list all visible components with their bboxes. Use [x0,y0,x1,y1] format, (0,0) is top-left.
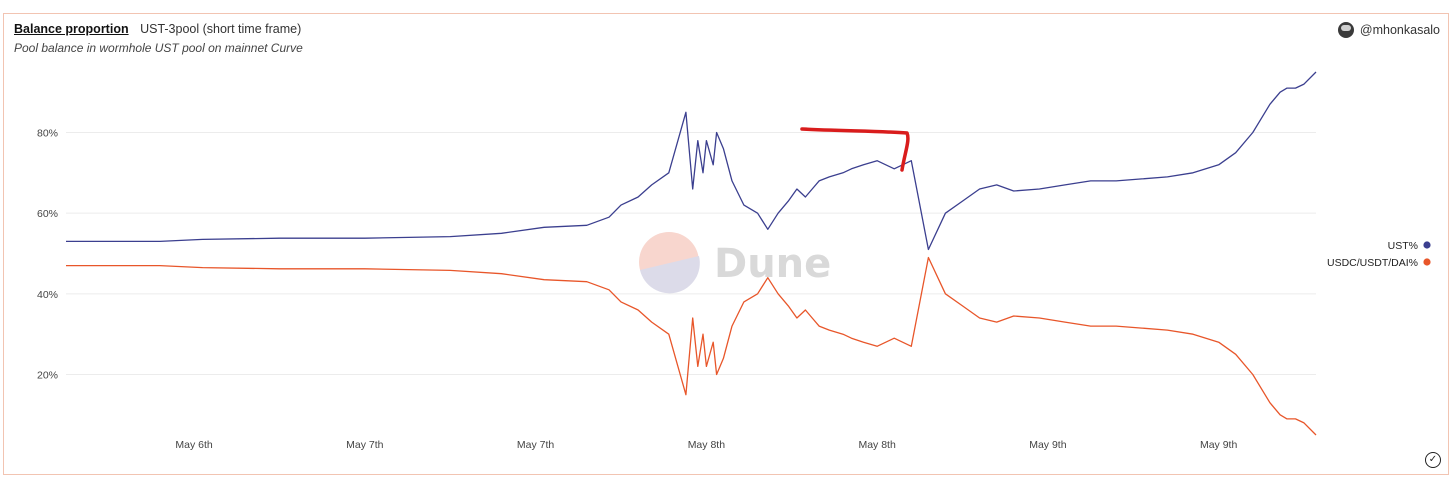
chart-description: Pool balance in wormhole UST pool on mai… [14,41,303,55]
y-tick-label: 60% [37,208,58,220]
legend: UST% USDC/USDT/DAI% [1327,240,1431,269]
x-tick-label: May 9th [1029,439,1067,451]
x-tick-label: May 8th [858,439,896,451]
y-tick-label: 20% [37,370,58,382]
series-line-1 [66,256,1317,436]
legend-label: USDC/USDT/DAI% [1327,257,1418,269]
y-tick-label: 40% [37,289,58,301]
chart-card: Balance proportion UST-3pool (short time… [3,13,1449,475]
x-tick-label: May 9th [1200,439,1238,451]
series-line-0 [66,71,1317,251]
checkmark-circle-icon[interactable]: ✓ [1425,452,1441,468]
x-axis-ticks: May 6th May 7th May 7th May 8th May 8th May 9… [175,439,1237,451]
grid-lines [66,132,1316,375]
x-tick-label: May 6th [175,439,213,451]
series-lines [66,71,1317,436]
dune-logo-shade-icon [640,256,700,294]
author-badge[interactable]: @mhonkasalo [1337,22,1440,38]
title-row: Balance proportion UST-3pool (short time… [14,22,301,36]
chart-subtitle: UST-3pool (short time frame) [140,22,302,36]
y-axis-ticks: 80% 60% 40% 20% [37,128,58,382]
watermark-text: Dune [714,241,831,287]
x-tick-label: May 8th [688,439,726,451]
x-tick-label: May 7th [346,439,384,451]
avatar [1337,22,1354,38]
hand-annotation [800,127,910,172]
legend-dot-icon [1423,258,1431,266]
y-tick-label: 80% [37,128,58,140]
legend-label: UST% [1388,240,1418,252]
dune-watermark: Dune [639,232,831,294]
chart-title-link[interactable]: Balance proportion [14,22,129,36]
x-tick-label: May 7th [517,439,555,451]
author-name: @mhonkasalo [1359,23,1440,37]
legend-dot-icon [1423,241,1431,249]
red-annotation-stroke [800,127,910,172]
